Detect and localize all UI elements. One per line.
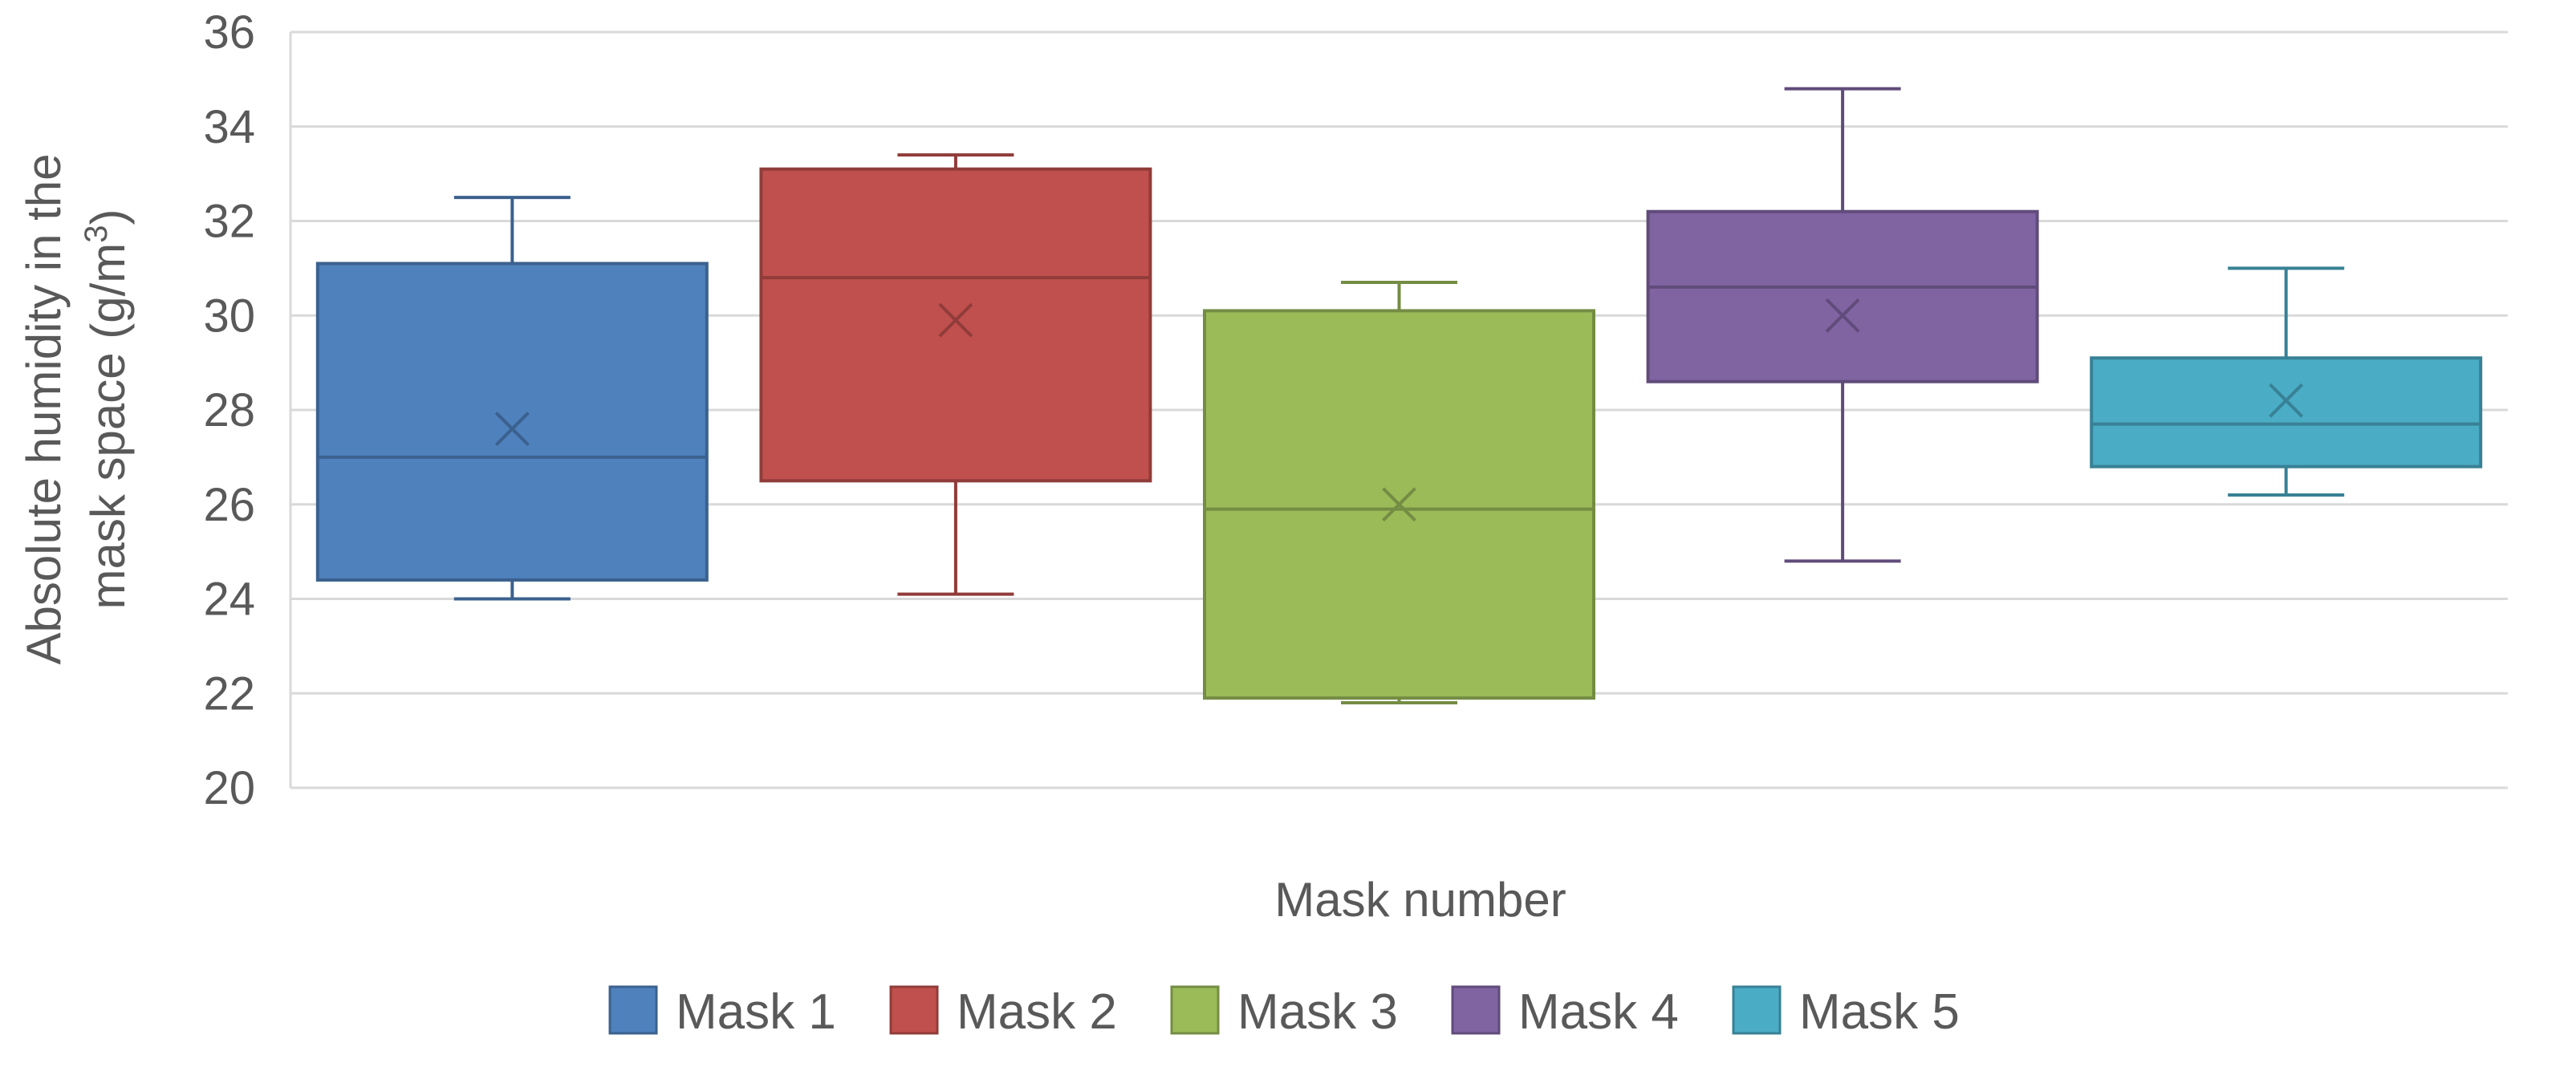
legend-item-5: Mask 5 (1732, 984, 1960, 1040)
legend-item-1: Mask 1 (608, 984, 836, 1040)
y-tick-label: 20 (203, 762, 255, 814)
mean-marker (938, 302, 973, 338)
y-axis-title-unit: mask space (g/m (81, 243, 135, 610)
mean-marker (1825, 298, 1860, 333)
legend-label: Mask 3 (1237, 984, 1398, 1040)
y-tick-label: 24 (203, 574, 255, 626)
y-axis-title-close: ) (81, 209, 135, 225)
interquartile-box (315, 262, 709, 582)
legend-swatch (889, 985, 939, 1035)
y-tick-label: 36 (203, 6, 255, 59)
box-series (315, 87, 2483, 705)
interquartile-box (2090, 356, 2483, 469)
y-tick-label: 28 (203, 384, 255, 436)
legend-swatch (608, 985, 658, 1035)
y-axis-ticks: 20 22 24 26 28 30 32 34 36 (203, 6, 255, 814)
mean-marker (494, 412, 530, 446)
y-axis-title: Absolute humidity in the (17, 153, 71, 664)
interquartile-box (1646, 209, 2039, 383)
legend-item-4: Mask 4 (1451, 984, 1679, 1040)
y-axis-title-superscript: 3 (79, 225, 114, 242)
interquartile-box (759, 167, 1152, 483)
y-tick-label: 26 (203, 479, 255, 531)
mean-marker (1382, 487, 1416, 522)
box-1 (315, 196, 709, 601)
x-axis-title: Mask number (1274, 873, 1566, 927)
y-tick-label: 22 (203, 667, 255, 720)
box-2 (759, 153, 1152, 596)
y-tick-label: 30 (203, 290, 255, 342)
box-5 (2090, 266, 2483, 497)
y-tick-label: 34 (203, 101, 255, 153)
mean-marker (2269, 383, 2304, 418)
y-tick-label: 32 (203, 196, 255, 248)
box-4 (1646, 87, 2039, 563)
legend-item-3: Mask 3 (1170, 984, 1398, 1040)
y-axis-title-line-1: Absolute humidity in the (17, 153, 71, 664)
legend-swatch (1732, 985, 1782, 1035)
legend-swatch (1451, 985, 1501, 1035)
box-3 (1203, 281, 1595, 705)
legend-label: Mask 2 (957, 984, 1117, 1040)
legend-swatch (1170, 985, 1220, 1035)
legend-label: Mask 1 (676, 984, 836, 1040)
legend-label: Mask 4 (1518, 984, 1679, 1040)
legend-label: Mask 5 (1799, 984, 1960, 1040)
y-axis-title-line-2: mask space (g/m3) (79, 209, 135, 609)
legend-item-2: Mask 2 (889, 984, 1117, 1040)
legend: Mask 1 Mask 2 Mask 3 Mask 4 Mask 5 (608, 984, 1960, 1040)
